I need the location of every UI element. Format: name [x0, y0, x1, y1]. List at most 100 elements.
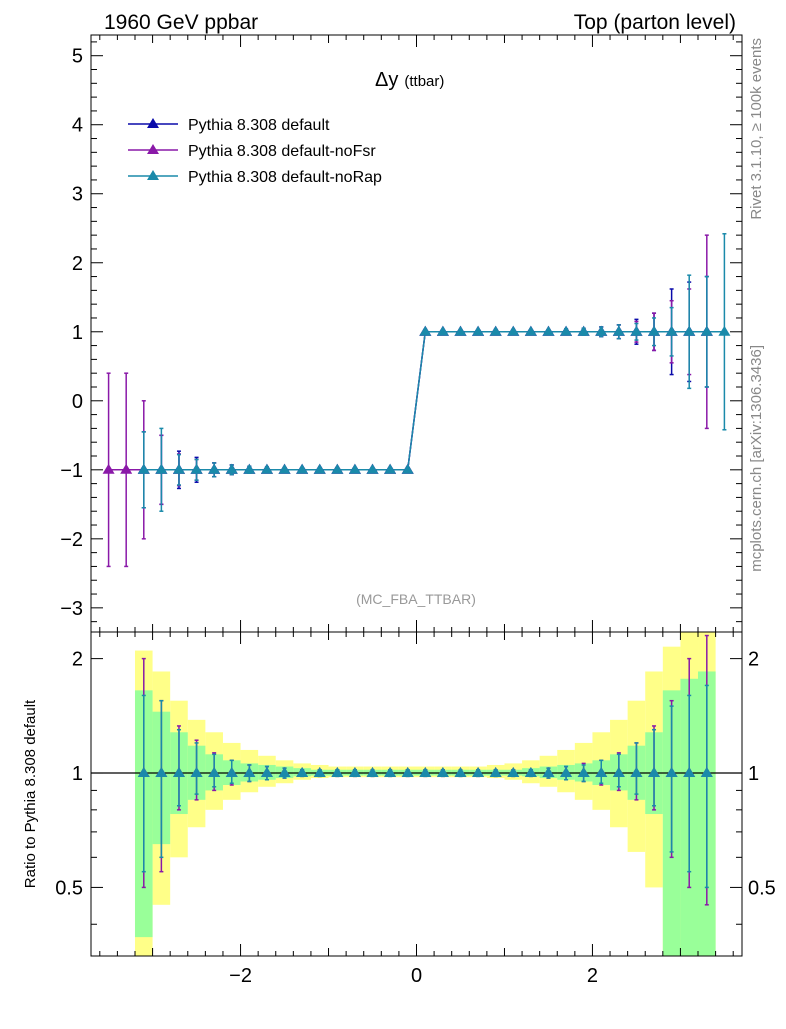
ratio-ytick-label-left: 1	[72, 763, 83, 785]
ratio-point-norap	[489, 767, 502, 778]
ratio-ytick-label-right: 1	[748, 763, 759, 785]
main-point-norap	[348, 463, 361, 474]
ratio-point-norap	[700, 767, 713, 778]
main-point-norap	[665, 325, 678, 336]
main-title-symbol: Δy	[375, 69, 398, 91]
main-point-norap	[172, 463, 185, 474]
ratio-point-norap	[507, 767, 520, 778]
ratio-point-norap	[683, 767, 696, 778]
main-point-norap	[278, 463, 291, 474]
ratio-point-norap	[137, 767, 150, 778]
legend-label-nofsr: Pythia 8.308 default-noFsr	[188, 143, 376, 160]
ratio-ylabel: Ratio to Pythia 8.308 default	[22, 699, 39, 888]
ratio-point-norap	[278, 767, 291, 778]
ratio-point-norap	[595, 767, 608, 778]
main-ytick-label: −2	[60, 529, 83, 551]
ratio-ytick-label-right: 0.5	[748, 877, 776, 899]
main-point-norap	[419, 325, 432, 336]
main-point-norap	[454, 325, 467, 336]
ratio-clip-group	[91, 632, 742, 956]
main-point-norap	[208, 463, 221, 474]
main-point-norap	[401, 463, 414, 474]
ratio-point-norap	[436, 767, 449, 778]
legend: Pythia 8.308 default Pythia 8.308 defaul…	[128, 117, 382, 186]
main-point-norap	[155, 463, 168, 474]
ratio-point-norap	[172, 767, 185, 778]
main-point-norap	[700, 325, 713, 336]
ratio-point-norap	[419, 767, 432, 778]
ratio-ytick-label-left: 2	[72, 649, 83, 671]
main-ytick-label: 2	[72, 253, 83, 275]
ratio-point-norap	[208, 767, 221, 778]
ratio-point-norap	[260, 767, 273, 778]
ratio-point-norap	[313, 767, 326, 778]
legend-label-default: Pythia 8.308 default	[188, 117, 330, 134]
main-point-norap	[612, 325, 625, 336]
legend-marker-default	[147, 118, 159, 128]
main-point-norap	[243, 463, 256, 474]
main-point-norap	[313, 463, 326, 474]
main-point-nofsr	[120, 463, 133, 474]
ratio-point-norap	[401, 767, 414, 778]
ratio-point-norap	[155, 767, 168, 778]
main-point-norap	[560, 325, 573, 336]
main-ytick-label: −1	[60, 460, 83, 482]
ratio-point-norap	[524, 767, 537, 778]
header-right: Top (parton level)	[574, 11, 736, 34]
main-point-norap	[137, 463, 150, 474]
main-point-norap	[225, 463, 238, 474]
ratio-point-norap	[331, 767, 344, 778]
legend-marker-nofsr	[147, 144, 159, 154]
ratio-point-norap	[190, 767, 203, 778]
rivet-label: Rivet 3.1.10, ≥ 100k events	[748, 38, 765, 220]
ratio-point-norap	[454, 767, 467, 778]
main-point-norap	[542, 325, 555, 336]
ratio-point-norap	[366, 767, 379, 778]
main-ytick-label: 1	[72, 322, 83, 344]
main-point-norap	[331, 463, 344, 474]
main-point-norap	[718, 325, 731, 336]
main-point-nofsr	[102, 463, 115, 474]
main-point-norap	[366, 463, 379, 474]
ratio-point-norap	[560, 767, 573, 778]
main-point-norap	[630, 325, 643, 336]
main-point-norap	[683, 325, 696, 336]
ratio-ytick-label-left: 0.5	[55, 877, 83, 899]
main-point-norap	[436, 325, 449, 336]
main-ytick-label: 3	[72, 184, 83, 206]
main-point-norap	[648, 325, 661, 336]
main-ytick-label: 4	[72, 115, 83, 137]
ratio-point-norap	[542, 767, 555, 778]
ratio-plot: 0.5 0.5 1 1 2 2 −2 0 2	[55, 631, 776, 987]
ratio-point-norap	[472, 767, 485, 778]
main-title: Δy (ttbar)	[375, 69, 444, 91]
main-point-norap	[472, 325, 485, 336]
main-ytick-label: 5	[72, 46, 83, 68]
analysis-label: (MC_FBA_TTBAR)	[356, 591, 476, 607]
ratio-point-norap	[612, 767, 625, 778]
header-left: 1960 GeV ppbar	[104, 11, 258, 34]
main-point-norap	[524, 325, 537, 336]
ratio-point-norap	[577, 767, 590, 778]
ratio-point-norap	[348, 767, 361, 778]
ratio-ytick-label-right: 2	[748, 649, 759, 671]
main-point-norap	[296, 463, 309, 474]
ratio-xtick-label: −2	[229, 965, 252, 987]
main-title-sub: (ttbar)	[404, 73, 444, 90]
main-point-norap	[595, 325, 608, 336]
ratio-point-norap	[384, 767, 397, 778]
main-point-norap	[577, 325, 590, 336]
mcplots-label: mcplots.cern.ch [arXiv:1306.3436]	[748, 345, 765, 572]
ratio-point-norap	[665, 767, 678, 778]
ratio-point-norap	[648, 767, 661, 778]
ratio-point-norap	[630, 767, 643, 778]
main-plot: −3 −2 −1 0 1 2 3 4 5	[60, 34, 743, 633]
ratio-xtick-label: 0	[411, 965, 422, 987]
ratio-point-norap	[225, 767, 238, 778]
ratio-xtick-label: 2	[587, 965, 598, 987]
main-point-norap	[489, 325, 502, 336]
ratio-point-norap	[243, 767, 256, 778]
main-line-norap	[143, 331, 725, 471]
main-ytick-label: −3	[60, 598, 83, 620]
